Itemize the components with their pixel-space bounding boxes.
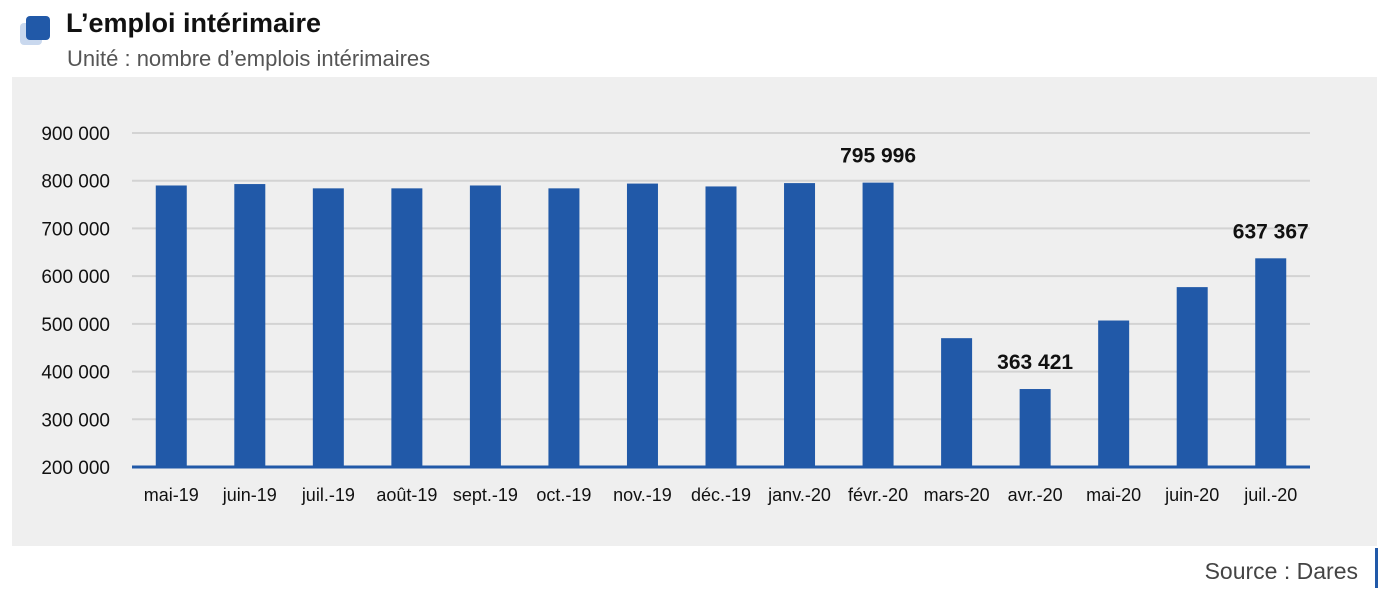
x-tick-label: sept.-19: [453, 485, 518, 505]
chart-panel: 200 000 300 000 400 000 500 000 600 000 700 0…: [12, 77, 1377, 546]
chart-subtitle: Unité : nombre d’emplois intérimaires: [67, 46, 431, 71]
bar: [469, 185, 501, 467]
y-tick-label: 400 000: [41, 363, 110, 384]
y-tick-label: 800 000: [41, 172, 110, 193]
bar: [155, 185, 187, 467]
source-accent-bar: [1375, 548, 1378, 588]
x-tick-label: avr.-20: [1008, 485, 1063, 505]
bar: [548, 188, 580, 467]
y-tick-label: 300 000: [41, 410, 110, 431]
bar: [1019, 389, 1051, 467]
x-tick-label: févr.-20: [848, 485, 908, 505]
data-label: 795 996: [840, 145, 916, 168]
x-tick-label: août-19: [376, 485, 437, 505]
data-label: 637 367: [1233, 220, 1309, 243]
x-tick-label: juin-20: [1164, 485, 1219, 505]
x-tick-label: juil.-20: [1243, 485, 1297, 505]
x-tick-label: mai-20: [1086, 485, 1141, 505]
y-tick-label: 700 000: [41, 219, 110, 240]
x-tick-label: juin-19: [222, 485, 277, 505]
bar: [1098, 320, 1130, 467]
bar: [784, 183, 816, 467]
source-note: Source : Dares: [1204, 558, 1358, 584]
x-tick-label: janv.-20: [767, 485, 831, 505]
chart-title: L’emploi intérimaire: [66, 8, 322, 38]
y-tick-label: 900 000: [41, 124, 110, 145]
bar: [941, 338, 973, 467]
x-tick-label: juil.-19: [301, 485, 355, 505]
bar: [862, 182, 894, 467]
bar: [626, 183, 658, 467]
bar-chart: 200 000 300 000 400 000 500 000 600 000 700 0…: [41, 124, 1310, 505]
bar: [391, 188, 423, 467]
y-tick-label: 200 000: [41, 458, 110, 479]
bar: [705, 186, 737, 467]
y-tick-label: 500 000: [41, 315, 110, 336]
x-tick-label: mars-20: [924, 485, 990, 505]
bar: [312, 188, 344, 467]
y-tick-label: 600 000: [41, 267, 110, 288]
data-label: 363 421: [997, 351, 1073, 374]
x-tick-label: nov.-19: [613, 485, 672, 505]
bar: [1255, 258, 1287, 467]
square-logo-icon: [20, 16, 50, 45]
x-tick-label: déc.-19: [691, 485, 751, 505]
bar: [234, 184, 266, 467]
x-tick-label: oct.-19: [536, 485, 591, 505]
bar: [1176, 287, 1208, 467]
x-tick-label: mai-19: [144, 485, 199, 505]
